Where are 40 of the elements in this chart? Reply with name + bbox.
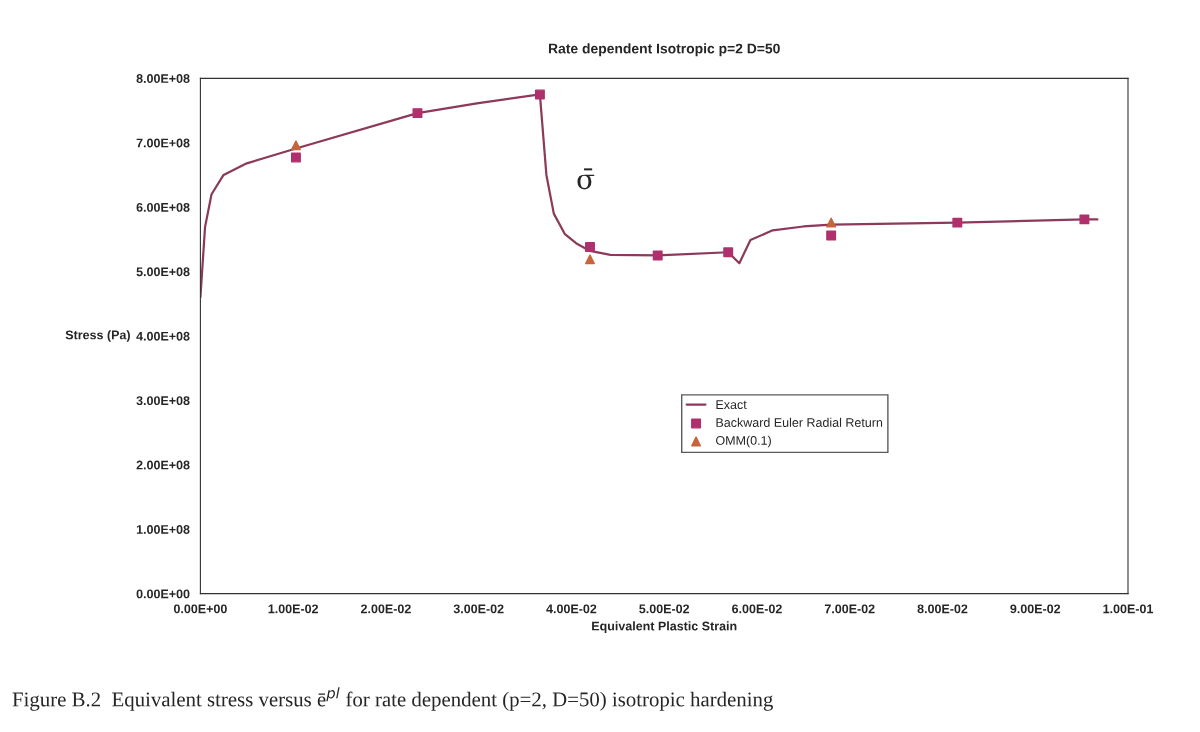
x-tick-label: 1.00E-02: [268, 604, 319, 614]
point: [826, 217, 837, 228]
y-tick-label: 0.00E+00: [136, 589, 190, 599]
x-tick-label: 2.00E-02: [360, 604, 411, 614]
legend-label: OMM(0.1): [716, 435, 771, 448]
annotation: σ̄: [577, 168, 595, 190]
y-axis-title: Stress (Pa): [65, 330, 130, 342]
point: [826, 230, 837, 241]
x-tick-label: 0.00E+00: [173, 604, 227, 614]
point: [585, 242, 595, 253]
chart-title: Rate dependent Isotropic p=2 D=50: [548, 43, 780, 57]
legend-label: Backward Euler Radial Return: [716, 417, 883, 427]
y-tick-label: 5.00E+08: [136, 267, 190, 277]
legend-label: Exact: [716, 400, 747, 410]
point: [412, 108, 423, 119]
x-tick-label: 5.00E-02: [639, 604, 690, 614]
y-tick-label: 1.00E+08: [136, 525, 190, 534]
y-tick-label: 4.00E+08: [136, 331, 190, 341]
text: Figure B.2 Equivalent stress versus ē$^{pl}$ for rate dependent (p=2, D=50) isotropic hardening: [12, 687, 773, 711]
point: [652, 250, 663, 261]
point: [1079, 214, 1090, 225]
y-tick-label: 3.00E+08: [136, 396, 190, 406]
point: [723, 247, 734, 258]
point: [290, 152, 301, 163]
x-tick-label: 4.00E-02: [546, 604, 597, 614]
y-tick-label: 7.00E+08: [136, 138, 190, 148]
x-tick-label: 9.00E-02: [1010, 604, 1061, 614]
y-tick-label: 6.00E+08: [136, 202, 190, 212]
x-tick-label: 1.00E-01: [1103, 604, 1154, 614]
point: [290, 140, 301, 151]
x-tick-label: 6.00E-02: [732, 604, 782, 614]
y-tick-label: 2.00E+08: [136, 460, 190, 470]
point: [585, 254, 595, 265]
x-tick-label: 8.00E-02: [917, 604, 968, 614]
point: [952, 217, 963, 228]
x-tick-label: 7.00E-02: [824, 604, 875, 614]
x-axis-title: Equivalent Plastic Strain: [592, 621, 737, 633]
point: [534, 89, 545, 100]
y-tick-label: 8.00E+08: [136, 74, 190, 83]
x-tick-label: 3.00E-02: [453, 604, 504, 614]
